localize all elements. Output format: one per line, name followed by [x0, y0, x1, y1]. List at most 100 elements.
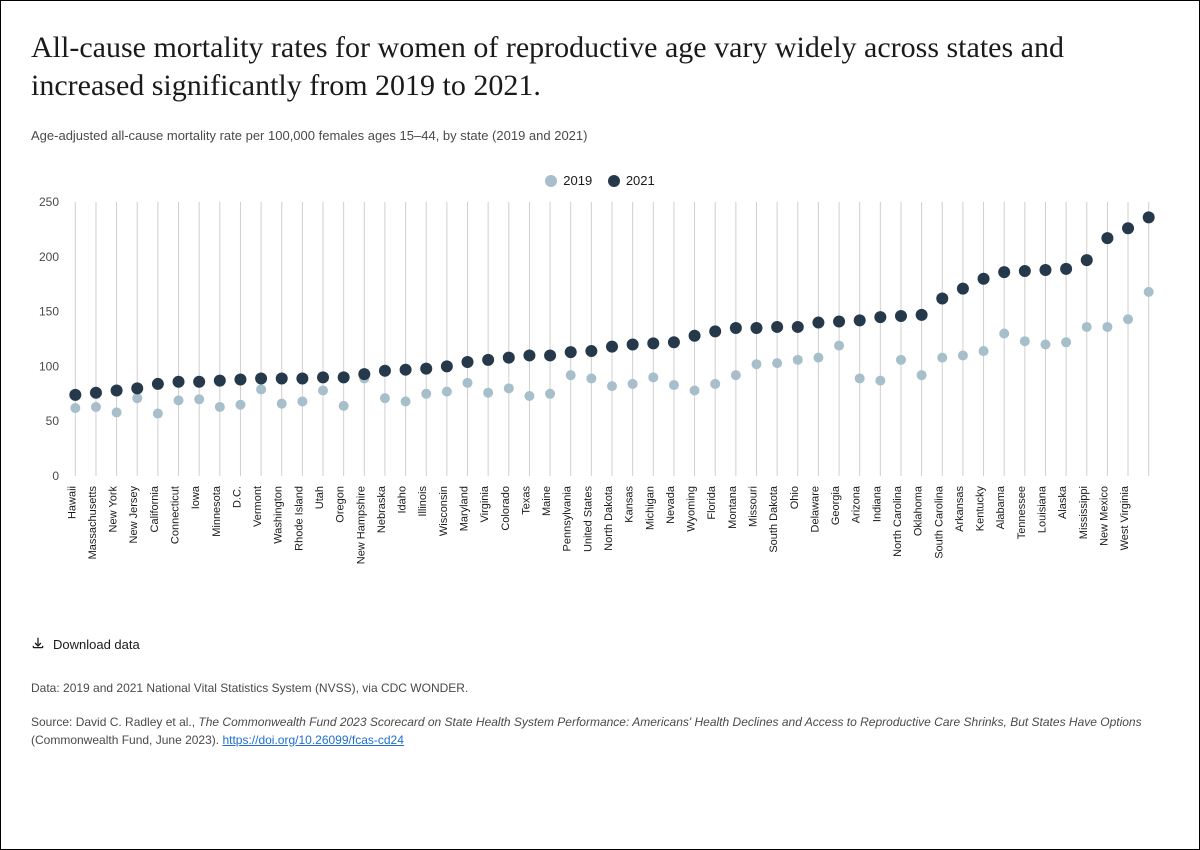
dot-2021 — [379, 364, 391, 376]
dot-2021 — [916, 308, 928, 320]
dot-2019 — [751, 359, 761, 369]
dot-2019 — [896, 354, 906, 364]
x-tick-label: Missouri — [747, 486, 759, 527]
x-tick-label: Rhode Island — [293, 486, 305, 551]
legend-label-2021: 2021 — [626, 173, 655, 188]
download-label: Download data — [53, 637, 140, 652]
dot-2021 — [1122, 222, 1134, 234]
source-suffix: (Commonwealth Fund, June 2023). — [31, 733, 222, 747]
dot-2019 — [813, 352, 823, 362]
x-tick-label: Nevada — [665, 485, 677, 524]
x-tick-label: Utah — [314, 486, 326, 509]
dot-2021 — [668, 336, 680, 348]
y-tick-label: 150 — [39, 304, 59, 318]
dot-2019 — [91, 401, 101, 411]
dot-2019 — [648, 372, 658, 382]
x-tick-label: South Carolina — [933, 485, 945, 559]
source-prefix: Source: David C. Radley et al., — [31, 715, 198, 729]
x-tick-label: Arizona — [851, 485, 863, 523]
download-data-button[interactable]: Download data — [31, 636, 140, 653]
dot-2019 — [958, 350, 968, 360]
legend-label-2019: 2019 — [563, 173, 592, 188]
dot-2021 — [771, 320, 783, 332]
dot-2019 — [793, 354, 803, 364]
dot-2019 — [710, 378, 720, 388]
x-tick-label: D.C. — [231, 486, 243, 508]
x-tick-label: Idaho — [397, 486, 409, 514]
dot-2019 — [277, 398, 287, 408]
y-tick-label: 0 — [52, 469, 59, 483]
dot-2021 — [709, 325, 721, 337]
dot-2021 — [1019, 265, 1031, 277]
source-title: The Commonwealth Fund 2023 Scorecard on … — [198, 715, 1141, 729]
dot-2019 — [194, 394, 204, 404]
x-tick-label: Alabama — [995, 485, 1007, 529]
dot-2021 — [792, 320, 804, 332]
dot-2019 — [380, 393, 390, 403]
dot-2021 — [627, 338, 639, 350]
dot-2019 — [566, 370, 576, 380]
x-tick-label: Kansas — [624, 485, 636, 522]
dot-2019 — [545, 388, 555, 398]
dot-2019 — [112, 407, 122, 417]
source-link[interactable]: https://doi.org/10.26099/fcas-cd24 — [222, 733, 403, 747]
dot-2019 — [132, 393, 142, 403]
dot-2021 — [131, 382, 143, 394]
x-tick-label: Minnesota — [211, 485, 223, 537]
dot-2021 — [523, 349, 535, 361]
x-tick-label: Louisiana — [1036, 485, 1048, 533]
x-tick-label: United States — [582, 485, 594, 552]
dot-2021 — [730, 322, 742, 334]
y-tick-label: 250 — [39, 196, 59, 209]
legend-item-2019: 2019 — [545, 173, 592, 188]
legend-dot-2019 — [545, 175, 557, 187]
dot-2021 — [338, 371, 350, 383]
dot-2019 — [875, 375, 885, 385]
x-tick-label: Kentucky — [975, 485, 987, 531]
dot-2021 — [565, 346, 577, 358]
dot-2019 — [174, 395, 184, 405]
dot-2021 — [812, 316, 824, 328]
dot-2019 — [999, 328, 1009, 338]
dot-2021 — [152, 377, 164, 389]
dot-2019 — [463, 377, 473, 387]
data-note: Data: 2019 and 2021 National Vital Stati… — [31, 679, 1169, 697]
dot-2019 — [153, 408, 163, 418]
dot-2021 — [1039, 263, 1051, 275]
dot-2019 — [855, 373, 865, 383]
x-tick-label: Indiana — [871, 485, 883, 522]
dot-2019 — [979, 346, 989, 356]
dot-2021 — [276, 372, 288, 384]
x-tick-label: New Jersey — [128, 485, 140, 543]
x-tick-label: Washington — [273, 486, 285, 544]
dot-chart: 050100150200250HawaiiMassachusettsNew Yo… — [31, 196, 1169, 626]
x-tick-label: North Carolina — [892, 485, 904, 557]
x-tick-label: Maine — [541, 486, 553, 516]
y-tick-label: 100 — [39, 359, 59, 373]
x-tick-label: Colorado — [500, 486, 512, 531]
dot-2021 — [833, 315, 845, 327]
dot-2019 — [1123, 314, 1133, 324]
x-tick-label: Nebraska — [376, 485, 388, 533]
dot-2019 — [1102, 321, 1112, 331]
dot-2021 — [173, 375, 185, 387]
dot-2021 — [544, 349, 556, 361]
dot-2021 — [214, 374, 226, 386]
x-tick-label: Pennsylvania — [562, 485, 574, 551]
dot-2019 — [442, 386, 452, 396]
x-tick-label: Wyoming — [686, 486, 698, 532]
dot-2019 — [1082, 321, 1092, 331]
dot-2019 — [690, 385, 700, 395]
dot-2019 — [1144, 286, 1154, 296]
dot-2021 — [420, 362, 432, 374]
dot-2021 — [957, 282, 969, 294]
x-tick-label: Montana — [727, 485, 739, 529]
dot-2019 — [483, 387, 493, 397]
x-tick-label: Iowa — [190, 485, 202, 509]
dot-2021 — [317, 371, 329, 383]
dot-2021 — [750, 322, 762, 334]
x-tick-label: Massachusetts — [87, 485, 99, 559]
x-tick-label: Texas — [520, 485, 532, 514]
x-tick-label: New York — [108, 485, 120, 532]
x-tick-label: Mississippi — [1078, 486, 1090, 539]
